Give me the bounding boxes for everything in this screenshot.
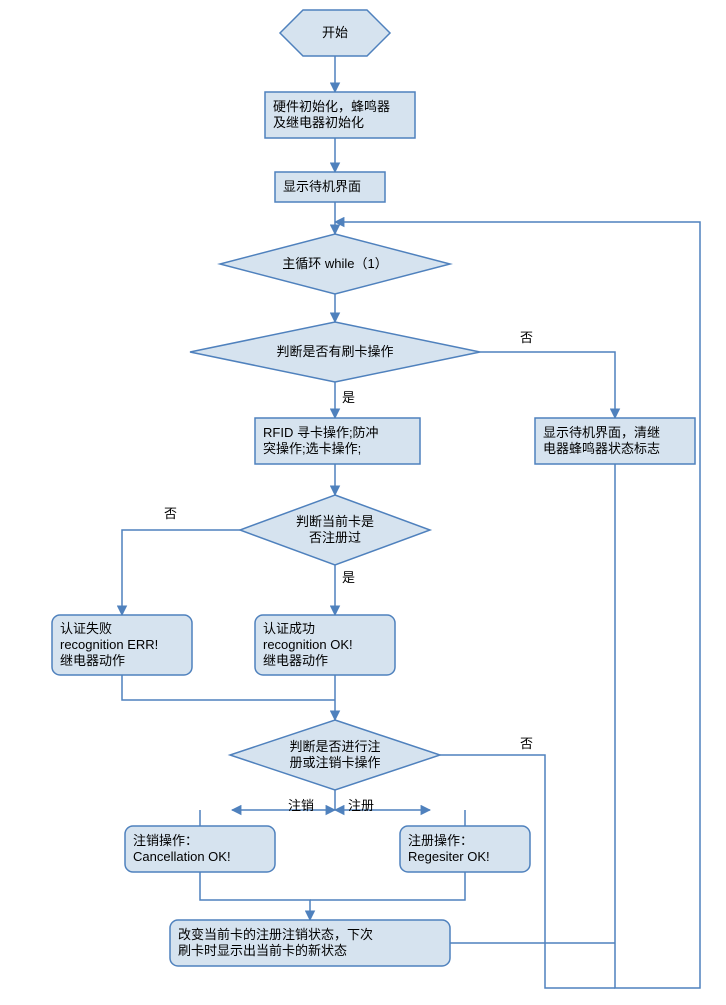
edge-label: 是: [342, 570, 355, 585]
node-ok-label: recognition OK!: [263, 637, 353, 652]
node-idleclear: 显示待机界面，清继电器蜂鸣器状态标志: [535, 418, 695, 464]
node-isreg: 判断当前卡是否注册过: [240, 495, 430, 565]
node-change-label: 刷卡时显示出当前卡的新状态: [178, 943, 347, 958]
edge: [480, 352, 615, 418]
node-fail-label: 继电器动作: [60, 653, 125, 668]
node-start-label: 开始: [322, 25, 348, 40]
node-register-label: Regesiter OK!: [408, 849, 490, 864]
node-hascard: 判断是否有刷卡操作: [190, 322, 480, 382]
node-change-label: 改变当前卡的注册注销状态，下次: [178, 927, 373, 942]
node-rfid-label: 突操作;选卡操作;: [263, 441, 361, 456]
edge-label: 注销: [288, 798, 314, 813]
node-fail-label: 认证失败: [60, 621, 112, 636]
node-fail: 认证失败recognition ERR!继电器动作: [52, 615, 192, 675]
node-init-label: 及继电器初始化: [273, 115, 364, 130]
edge-label: 否: [520, 736, 533, 751]
node-cancel-label: Cancellation OK!: [133, 849, 231, 864]
node-init: 硬件初始化，蜂鸣器及继电器初始化: [265, 92, 415, 138]
edge: [122, 530, 240, 615]
node-cancel-label: 注销操作：: [133, 833, 198, 848]
node-init-label: 硬件初始化，蜂鸣器: [273, 99, 390, 114]
node-isreg-label: 判断当前卡是: [296, 514, 374, 529]
node-register: 注册操作：Regesiter OK!: [400, 826, 530, 872]
node-start: 开始: [280, 10, 390, 56]
node-rfid: RFID 寻卡操作;防冲突操作;选卡操作;: [255, 418, 420, 464]
node-idle-label: 显示待机界面: [283, 179, 361, 194]
node-regop: 判断是否进行注册或注销卡操作: [230, 720, 440, 790]
edge: [310, 872, 465, 900]
node-idleclear-label: 电器蜂鸣器状态标志: [543, 441, 660, 456]
node-loop-label: 主循环 while（1）: [282, 256, 387, 271]
edge-label: 否: [164, 506, 177, 521]
node-hascard-label: 判断是否有刷卡操作: [276, 344, 393, 359]
node-ok: 认证成功recognition OK!继电器动作: [255, 615, 395, 675]
node-loop: 主循环 while（1）: [220, 234, 450, 294]
edge-label: 否: [520, 330, 533, 345]
node-fail-label: recognition ERR!: [60, 637, 158, 652]
node-regop-label: 判断是否进行注: [289, 739, 380, 754]
node-idleclear-label: 显示待机界面，清继: [543, 425, 660, 440]
edge: [122, 675, 335, 700]
node-rfid-label: RFID 寻卡操作;防冲: [263, 425, 379, 440]
edge: [200, 872, 310, 920]
node-isreg-label: 否注册过: [309, 530, 361, 545]
node-ok-label: 继电器动作: [263, 653, 328, 668]
node-register-label: 注册操作：: [408, 833, 473, 848]
node-change: 改变当前卡的注册注销状态，下次刷卡时显示出当前卡的新状态: [170, 920, 450, 966]
node-cancel: 注销操作：Cancellation OK!: [125, 826, 275, 872]
node-ok-label: 认证成功: [263, 621, 315, 636]
node-idle: 显示待机界面: [275, 172, 385, 202]
node-regop-label: 册或注销卡操作: [289, 755, 380, 770]
edge-label: 注册: [348, 798, 374, 813]
edge-label: 是: [342, 390, 355, 405]
